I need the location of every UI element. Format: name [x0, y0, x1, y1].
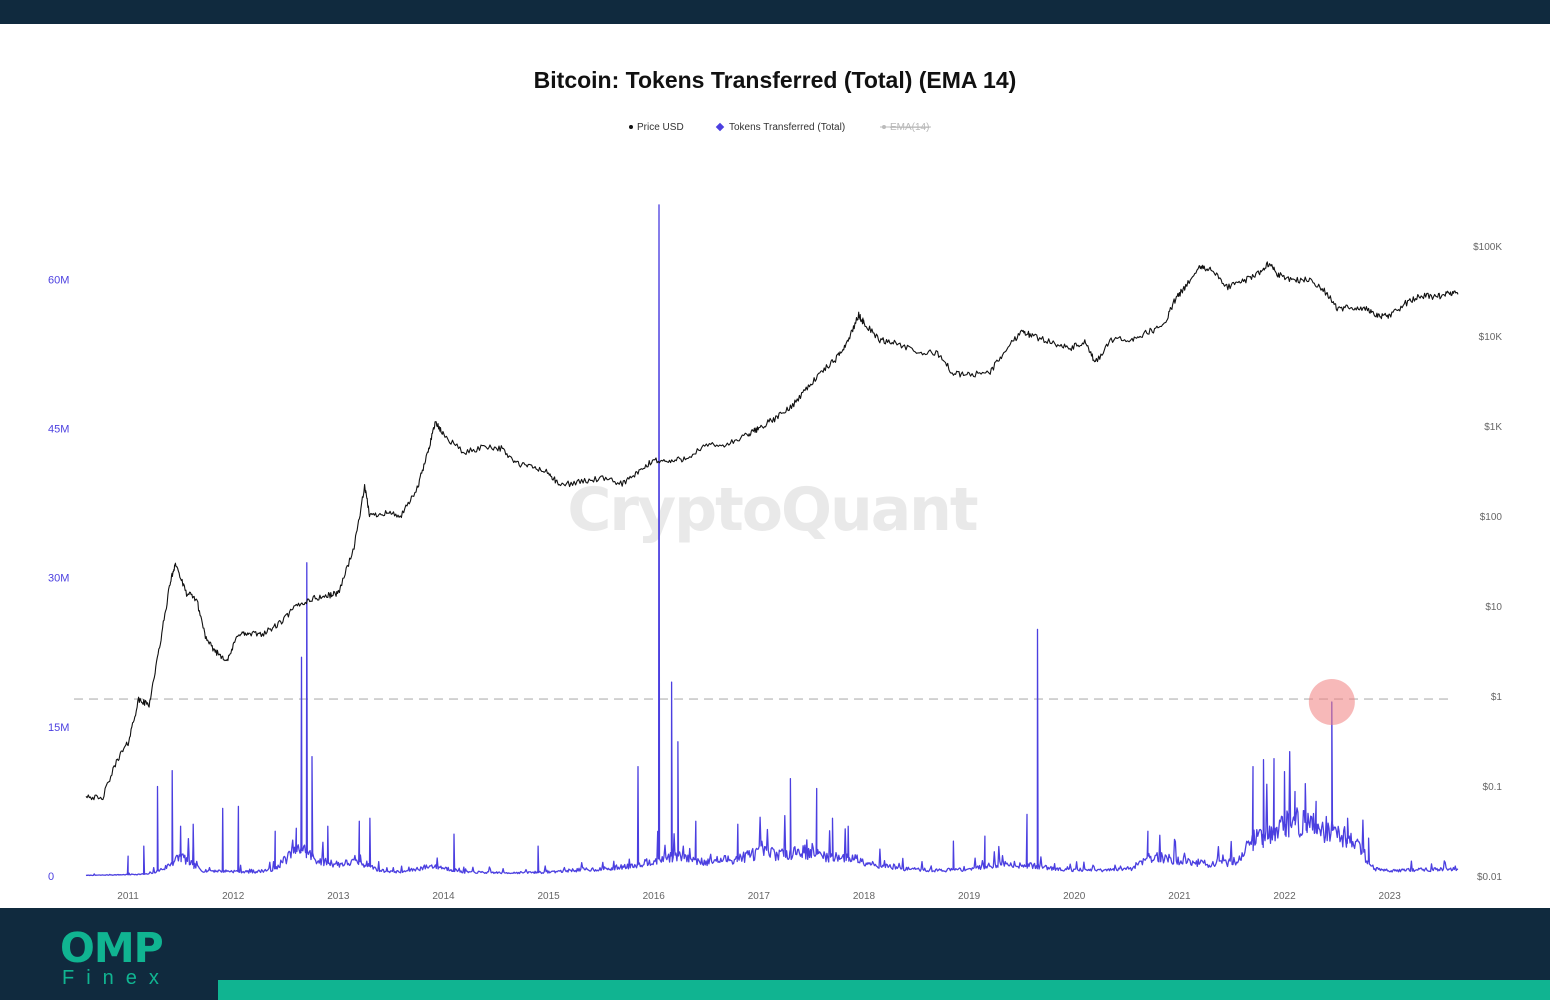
footer-accent-bar	[218, 980, 1550, 1000]
highlight-circle	[1308, 679, 1355, 725]
y-right-tick-label: $10	[1485, 602, 1502, 613]
legend-ema-label: EMA(14)	[890, 122, 929, 133]
legend-tokens-marker	[715, 122, 725, 132]
legend: Price USD Tokens Transferred (Total) EMA…	[629, 122, 931, 133]
x-tick-label: 2021	[1168, 891, 1191, 902]
top-bar	[0, 0, 1550, 24]
x-tick-label: 2013	[327, 891, 350, 902]
x-tick-label: 2015	[537, 891, 560, 902]
x-tick-label: 2012	[222, 891, 245, 902]
watermark: CryptoQuant	[567, 475, 978, 545]
x-tick-label: 2022	[1273, 891, 1296, 902]
legend-price-label: Price USD	[637, 122, 684, 133]
y-right-tick-label: $100	[1480, 512, 1503, 523]
x-tick-label: 2018	[853, 891, 876, 902]
x-tick-label: 2019	[958, 891, 981, 902]
price-usd-line	[85, 261, 1459, 801]
x-tick-label: 2016	[643, 891, 666, 902]
legend-ema-marker	[882, 125, 886, 129]
chart: Bitcoin: Tokens Transferred (Total) (EMA…	[48, 67, 1502, 902]
y-left-tick-label: 0	[48, 871, 54, 883]
y-right-tick-label: $1K	[1484, 422, 1502, 433]
x-tick-label: 2023	[1379, 891, 1402, 902]
x-axis: 2011 2012 2013 2014 2015 2016 2017 2018 2019 2020…	[117, 891, 1401, 902]
x-tick-label: 2011	[117, 891, 139, 902]
legend-price-marker	[629, 125, 633, 129]
legend-tokens-label: Tokens Transferred (Total)	[729, 122, 845, 133]
y-left-tick-label: 15M	[48, 722, 69, 734]
y-left-tick-label: 30M	[48, 573, 69, 585]
legend-item-price[interactable]: Price USD	[629, 122, 684, 133]
y-right-tick-label: $1	[1491, 692, 1503, 703]
highlight-group	[1308, 679, 1355, 725]
y-axis-right: $0.01 $0.1 $1 $10 $100 $1K $10K $100K	[1473, 242, 1502, 883]
finex-logo-text: Finex	[62, 967, 171, 989]
y-right-tick-label: $100K	[1473, 242, 1502, 253]
x-tick-label: 2014	[432, 891, 455, 902]
omp-logo: OMP	[60, 924, 164, 972]
y-right-tick-label: $0.1	[1483, 782, 1503, 793]
tokens-series	[85, 204, 1459, 877]
x-tick-label: 2020	[1063, 891, 1086, 902]
chart-title: Bitcoin: Tokens Transferred (Total) (EMA…	[534, 67, 1017, 93]
legend-item-tokens[interactable]: Tokens Transferred (Total)	[715, 122, 845, 133]
y-right-tick-label: $0.01	[1477, 872, 1502, 883]
y-left-tick-label: 45M	[48, 424, 69, 436]
legend-item-ema[interactable]: EMA(14)	[880, 122, 931, 133]
tokens-transferred-line	[85, 204, 1459, 877]
x-tick-label: 2017	[748, 891, 771, 902]
price-series	[85, 261, 1459, 801]
y-axis-left: 0 15M 30M 45M 60M	[48, 274, 69, 883]
y-left-tick-label: 60M	[48, 274, 69, 286]
y-right-tick-label: $10K	[1479, 332, 1503, 343]
